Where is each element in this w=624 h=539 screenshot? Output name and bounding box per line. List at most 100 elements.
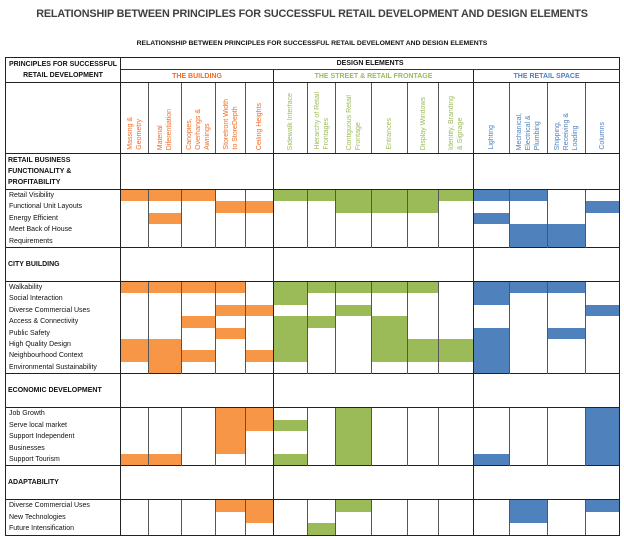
matrix-cell-empty [438, 293, 474, 305]
matrix-cell-empty [584, 511, 621, 524]
matrix-cell-empty [181, 201, 216, 213]
matrix-cell-empty [120, 327, 149, 340]
matrix-cell-marked [509, 499, 548, 512]
matrix-cell-empty [371, 235, 408, 248]
matrix-cell-marked [273, 316, 308, 328]
matrix-cell-empty [547, 339, 586, 351]
matrix-cell-marked [273, 453, 308, 466]
matrix-cell-empty [509, 327, 548, 340]
matrix-cell-marked [215, 419, 246, 432]
matrix-cell-empty [371, 453, 408, 466]
matrix-cell-empty [438, 407, 474, 420]
design-element-label: Massing & Geometry [126, 117, 143, 150]
matrix-cell-empty [181, 212, 216, 225]
matrix-cell-marked [335, 201, 372, 213]
matrix-cell-empty [148, 224, 182, 236]
section-row: CITY BUILDING [5, 247, 621, 283]
matrix-cell-empty [120, 431, 149, 443]
matrix-cell-marked [371, 281, 408, 294]
matrix-cell-empty [307, 339, 336, 351]
matrix-cell-empty [181, 293, 216, 305]
matrix-cell-marked [438, 350, 474, 362]
design-element-label: Entrances [386, 118, 393, 150]
matrix-cell-empty [307, 442, 336, 454]
matrix-cell-empty [438, 212, 474, 225]
section-blank-cell [273, 373, 474, 409]
matrix-cell-empty [181, 224, 216, 236]
principle-label: Access & Connectivity [5, 316, 121, 328]
principle-row: Businesses [5, 442, 621, 454]
design-element-header: Entrances [371, 82, 408, 154]
matrix-cell-empty [438, 224, 474, 236]
principle-row: Diverse Commercial Uses [5, 304, 621, 317]
principle-label: Neighbourhood Context [5, 350, 121, 362]
design-element-header: Canopies, Overhangs & Awnings [181, 82, 216, 154]
matrix-cell-empty [215, 339, 246, 351]
matrix-cell-marked [245, 201, 274, 213]
principle-row: Meet Back of House [5, 224, 621, 236]
matrix-cell-empty [473, 442, 510, 454]
matrix-cell-marked [335, 442, 372, 454]
matrix-cell-empty [215, 293, 246, 305]
matrix-cell-empty [438, 499, 474, 512]
matrix-cell-empty [509, 431, 548, 443]
matrix-cell-empty [273, 212, 308, 225]
matrix-cell-marked [215, 327, 246, 340]
matrix-cell-empty [407, 224, 439, 236]
design-element-label: Identity, Branding & Signage [448, 96, 464, 150]
matrix-cell-empty [148, 511, 182, 524]
design-element-header: Material Diferentiation [148, 82, 182, 154]
matrix-cell-empty [547, 523, 586, 536]
matrix-cell-empty [120, 212, 149, 225]
section-blank-cell [273, 465, 474, 501]
matrix-cell-marked [148, 189, 182, 202]
matrix-cell-empty [307, 361, 336, 374]
matrix-cell-marked [438, 339, 474, 351]
matrix-cell-empty [547, 316, 586, 328]
principle-label: Job Growth [5, 407, 121, 420]
matrix-cell-empty [438, 442, 474, 454]
design-element-label: Columns [599, 122, 607, 150]
section-blank-cell [120, 153, 274, 190]
matrix-cell-marked [273, 189, 308, 202]
matrix-cell-empty [215, 212, 246, 225]
matrix-cell-empty [547, 361, 586, 374]
matrix-cell-empty [273, 499, 308, 512]
matrix-cell-marked [307, 189, 336, 202]
matrix-cell-marked [148, 453, 182, 466]
matrix-cell-empty [473, 431, 510, 443]
matrix-cell-empty [181, 442, 216, 454]
matrix-cell-empty [245, 361, 274, 374]
matrix-cell-empty [509, 339, 548, 351]
matrix-cell-empty [245, 316, 274, 328]
matrix-cell-empty [215, 511, 246, 524]
matrix-cell-marked [245, 511, 274, 524]
matrix-cell-marked [335, 304, 372, 317]
matrix-cell-empty [307, 212, 336, 225]
matrix-cell-empty [584, 212, 621, 225]
matrix-cell-empty [120, 201, 149, 213]
matrix-cell-empty [547, 212, 586, 225]
principle-label: New Technologies [5, 511, 121, 524]
matrix-cell-marked [181, 350, 216, 362]
matrix-cell-empty [407, 361, 439, 374]
matrix-cell-marked [371, 339, 408, 351]
design-element-header: Columns [584, 82, 621, 154]
matrix-cell-empty [120, 293, 149, 305]
section-row: ADAPTABILITY [5, 465, 621, 501]
matrix-cell-marked [215, 304, 246, 317]
group-header-0: THE BUILDING [120, 69, 274, 83]
design-element-label: Hierarchy of Retail Frontages [313, 92, 330, 150]
matrix-cell-empty [307, 419, 336, 432]
section-blank-cell [472, 247, 621, 283]
matrix-cell-marked [407, 339, 439, 351]
matrix-cell-marked [148, 361, 182, 374]
matrix-cell-empty [371, 442, 408, 454]
matrix-cell-empty [371, 499, 408, 512]
matrix-cell-empty [181, 431, 216, 443]
matrix-cell-empty [547, 350, 586, 362]
section-blank-cell [120, 247, 274, 283]
matrix-cell-empty [509, 350, 548, 362]
matrix-cell-marked [371, 327, 408, 340]
matrix-cell-empty [120, 523, 149, 536]
